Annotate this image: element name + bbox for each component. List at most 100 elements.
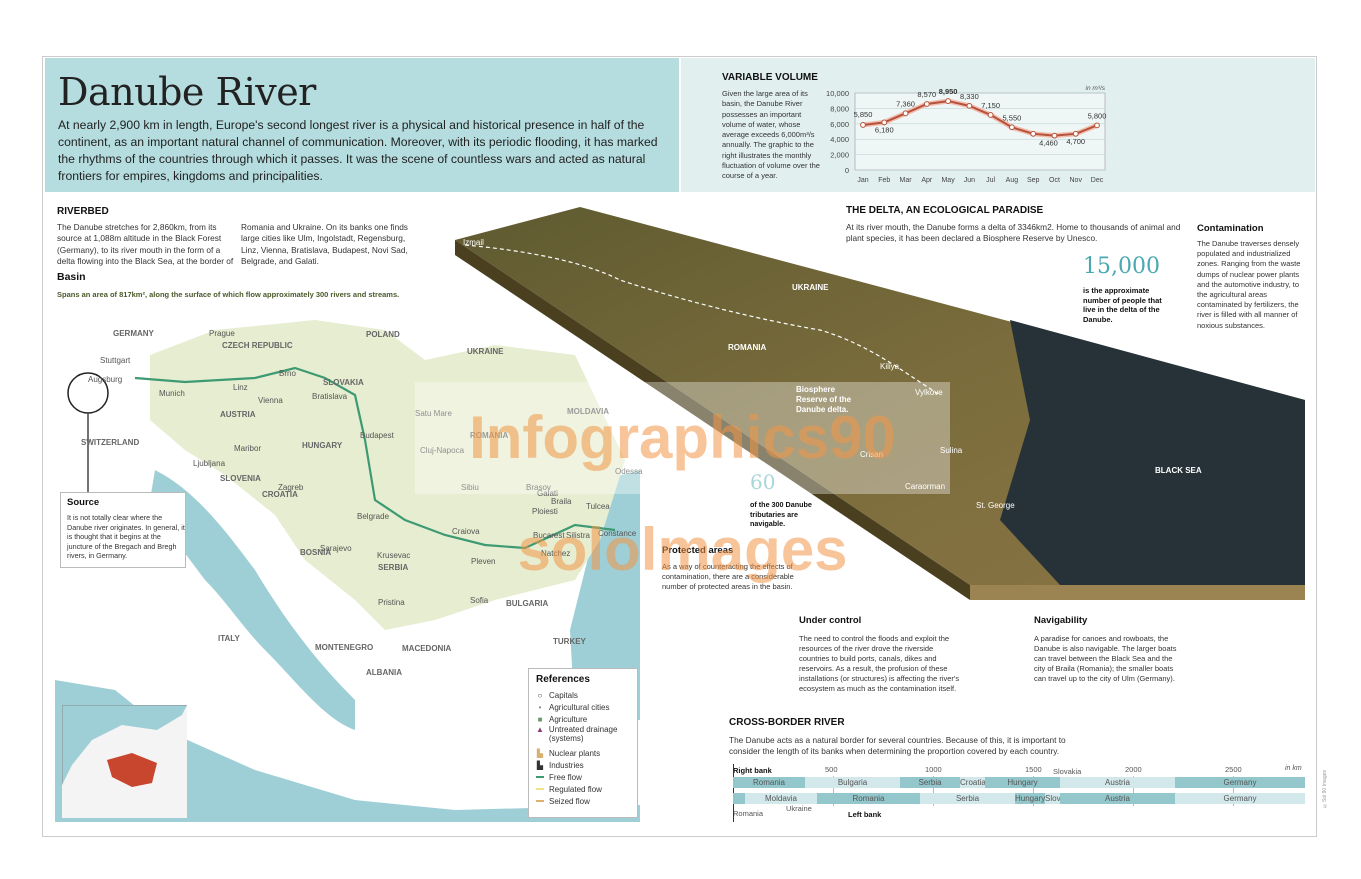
- legend-drainage: ▲ Untreated drainage (systems): [536, 725, 618, 743]
- source-text: It is not totally clear where the Danube…: [67, 513, 185, 561]
- y-unit-label: in m³/s: [1086, 85, 1106, 92]
- riverbed-text-1: The Danube stretches for 2,860km, from i…: [57, 222, 234, 266]
- map-city-krusevac: Krusevac: [377, 551, 411, 560]
- x-tick-label: Apr: [921, 177, 933, 184]
- delta-label-romania: ROMANIA: [728, 343, 767, 352]
- legend-capitals: ○ Capitals: [537, 690, 578, 700]
- basin-text: Spans an area of 817km², along the surfa…: [57, 290, 400, 299]
- data-label: 8,330: [960, 92, 979, 101]
- map-country-slovenia: SLOVENIA: [220, 474, 261, 483]
- map-city-sarajevo: Sarajevo: [320, 544, 352, 553]
- map-country-germany: GERMANY: [113, 329, 154, 338]
- riverbed-title: RIVERBED: [57, 206, 109, 217]
- map-city-belgrade: Belgrade: [357, 512, 390, 521]
- references-legend: References ○ Capitals • Agricultural citie…: [528, 668, 638, 818]
- data-label: 4,460: [1039, 139, 1058, 148]
- left-bank-segment: Slovakia: [1045, 793, 1060, 804]
- map-country-bosnia: BOSNIA: [300, 548, 332, 557]
- map-city-augsburg: Augsburg: [88, 375, 123, 384]
- delta-stat: 15,000: [1083, 254, 1160, 279]
- page-title: Danube River: [58, 70, 316, 114]
- left-bank-segment: Romania: [817, 793, 920, 804]
- data-point-sep: [1030, 130, 1037, 137]
- map-city-brasov: Brasov: [526, 483, 551, 492]
- contamination-text: The Danube traverses densely populated a…: [1197, 239, 1301, 330]
- nuclear-plant-icon: ▙: [536, 748, 544, 758]
- data-label: 8,570: [917, 90, 936, 99]
- data-label: 8,950: [939, 87, 958, 96]
- basin-title: Basin: [57, 271, 86, 283]
- map-city-odessa: Odessa: [615, 467, 643, 476]
- data-label: 5,850: [854, 110, 873, 119]
- map-city-budapest: Budapest: [360, 431, 394, 440]
- x-tick-label: Jan: [857, 177, 868, 184]
- adriatic-sea: [150, 470, 355, 730]
- x-tick-label: Oct: [1049, 177, 1060, 184]
- map-city-braila: Braila: [551, 497, 572, 506]
- delta-stat-text: is the approximate number of people that…: [1083, 286, 1162, 324]
- legend-agriculture: ■ Agriculture: [537, 714, 588, 724]
- map-city-craiova: Craiova: [452, 527, 480, 536]
- map-city-galati: Galati: [537, 489, 558, 498]
- left-bank-segment: Austria: [1060, 793, 1175, 804]
- data-label: 6,180: [875, 125, 894, 134]
- right-bank-label: Right bank: [733, 766, 772, 775]
- map-city-silistra: Silistra: [566, 531, 591, 540]
- data-label: 7,150: [981, 101, 1000, 110]
- x-tick-label: May: [941, 177, 955, 184]
- left-bank-segment: Hungary: [1015, 793, 1045, 804]
- data-point-oct: [1051, 132, 1058, 139]
- km-tick: 1500: [1025, 765, 1042, 774]
- legend-nuclear: ▙ Nuclear plants: [536, 748, 601, 758]
- map-country-moldavia: MOLDAVIA: [567, 407, 610, 416]
- map-country-hungary: HUNGARY: [302, 441, 343, 450]
- map-country-austria: AUSTRIA: [220, 410, 256, 419]
- data-point-nov: [1072, 130, 1079, 137]
- riverbed-text-2: Romania and Ukraine. On its banks one fi…: [241, 222, 408, 266]
- data-label: 7,360: [896, 99, 915, 108]
- map-country-serbia: SERBIA: [378, 563, 409, 572]
- callout-slovakia: Slovakia: [1053, 767, 1082, 776]
- factory-icon: ▙: [536, 760, 544, 770]
- delta-label-sulina: Sulina: [940, 446, 963, 455]
- map-city-cluj-napoca: Cluj-Napoca: [420, 446, 465, 455]
- delta-title: THE DELTA, AN ECOLOGICAL PARADISE: [846, 205, 1044, 216]
- data-point-aug: [1009, 124, 1015, 131]
- map-city-zagreb: Zagreb: [278, 483, 304, 492]
- control-title: Under control: [799, 615, 862, 626]
- protected-text: As a way of counteracting the effects of…: [662, 562, 794, 591]
- x-tick-label: Dec: [1091, 177, 1104, 184]
- map-city-sofia: Sofia: [470, 596, 489, 605]
- map-country-albania: ALBANIA: [366, 668, 402, 677]
- data-point-feb: [881, 119, 888, 126]
- delta-label-black-sea: BLACK SEA: [1155, 466, 1202, 475]
- volume-title: VARIABLE VOLUME: [722, 72, 818, 83]
- delta-label-crisan: Crisan: [860, 450, 884, 459]
- capital-circle-icon: ○: [537, 690, 543, 700]
- callout-ukraine: Ukraine: [786, 804, 812, 813]
- right-bank-segment: Austria: [1060, 777, 1175, 788]
- x-tick-label: Aug: [1006, 177, 1019, 184]
- line-icon: [536, 800, 544, 802]
- y-tick-label: 10,000: [826, 89, 849, 98]
- km-tick: 2000: [1125, 765, 1142, 774]
- y-tick-label: 0: [845, 166, 849, 175]
- delta-text: At its river mouth, the Danube forms a d…: [846, 222, 1181, 244]
- map-city-satu-mare: Satu Mare: [415, 409, 452, 418]
- map-city-natchez: Natchez: [541, 549, 571, 558]
- map-city-vienna: Vienna: [258, 396, 283, 405]
- map-country-romania: ROMANIA: [470, 431, 509, 440]
- danube-basin-highlight: [107, 753, 157, 787]
- delta-label-biosphere: Biosphere Reserve of the Danube delta.: [796, 385, 852, 414]
- data-point-apr: [923, 101, 930, 107]
- credit: ©Sol 90 Images: [1322, 770, 1328, 808]
- contamination-title: Contamination: [1197, 223, 1264, 234]
- map-city-prague: Prague: [209, 329, 235, 338]
- map-city-bratislava: Bratislava: [312, 392, 348, 401]
- page-frame: [42, 56, 1317, 837]
- data-point-mar: [902, 110, 909, 117]
- km-tick: 2500: [1225, 765, 1242, 774]
- delta-label-izmail: Izmail: [463, 238, 484, 247]
- references-title: References: [536, 674, 590, 685]
